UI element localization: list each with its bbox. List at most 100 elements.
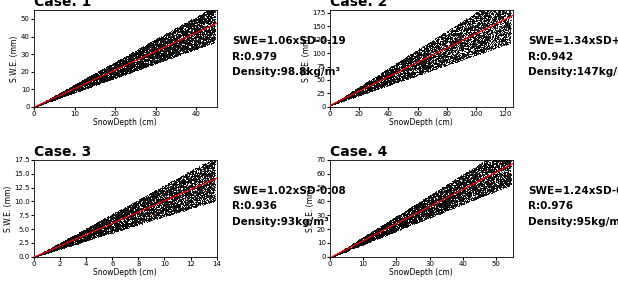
Point [425, 67, 435, 72]
Point [408, 72, 418, 77]
Point [387, 226, 397, 231]
Point [384, 73, 394, 78]
Point [441, 206, 451, 211]
Point [192, 38, 202, 43]
Point [389, 66, 399, 71]
Point [143, 61, 153, 66]
Point [103, 226, 112, 230]
Point [87, 224, 96, 229]
Point [410, 213, 420, 218]
Point [72, 82, 82, 86]
Point [433, 37, 443, 42]
Point [501, 160, 511, 165]
Point [124, 215, 133, 219]
Point [383, 76, 393, 81]
Point [447, 205, 457, 210]
Point [152, 38, 162, 42]
Point [459, 189, 469, 193]
Point [157, 187, 167, 192]
Point [204, 14, 214, 18]
Point [400, 220, 410, 225]
Point [167, 33, 177, 38]
Point [116, 67, 125, 71]
Point [370, 230, 380, 235]
Point [489, 25, 499, 30]
Point [489, 28, 499, 32]
Point [413, 219, 423, 224]
Point [392, 79, 402, 84]
Point [98, 229, 108, 233]
Point [195, 182, 205, 186]
Point [363, 234, 373, 239]
Point [195, 185, 205, 190]
Point [154, 210, 164, 214]
Point [417, 218, 426, 222]
Point [374, 229, 384, 233]
Point [174, 25, 184, 30]
Point [425, 193, 435, 197]
Point [186, 33, 196, 38]
Point [439, 40, 449, 44]
Point [174, 37, 184, 41]
Point [390, 70, 400, 75]
Point [448, 194, 458, 199]
Point [197, 17, 206, 21]
Point [110, 227, 120, 231]
Point [72, 234, 82, 238]
Point [192, 35, 201, 39]
Point [160, 209, 170, 214]
Point [51, 97, 61, 101]
Point [87, 229, 97, 233]
Point [67, 91, 77, 96]
Point [96, 229, 106, 233]
Point [418, 44, 428, 49]
Point [363, 85, 373, 90]
Point [436, 204, 446, 209]
Point [478, 182, 488, 186]
Point [415, 62, 425, 67]
Point [187, 175, 197, 180]
Point [60, 240, 70, 245]
Point [114, 226, 124, 231]
Point [158, 35, 168, 39]
Point [499, 35, 509, 39]
Point [182, 191, 192, 196]
Point [143, 199, 153, 204]
Point [150, 188, 159, 193]
Point [400, 76, 410, 80]
Point [459, 187, 468, 192]
Point [203, 19, 213, 23]
Point [160, 192, 170, 197]
Point [386, 71, 396, 76]
Point [198, 14, 208, 19]
Point [65, 92, 75, 96]
Point [488, 30, 497, 34]
Point [345, 247, 355, 251]
Point [80, 77, 90, 82]
Point [483, 163, 493, 168]
Point [93, 76, 103, 81]
Point [182, 192, 192, 196]
Point [149, 60, 159, 65]
Point [126, 206, 136, 210]
Point [55, 90, 65, 95]
Point [361, 89, 371, 94]
Point [498, 21, 508, 25]
Point [150, 206, 160, 211]
Point [163, 202, 172, 207]
Point [160, 57, 170, 61]
Point [378, 229, 387, 233]
Point [472, 177, 482, 182]
Point [171, 189, 181, 194]
Point [391, 74, 400, 79]
Point [504, 171, 514, 175]
Point [172, 196, 182, 201]
Point [88, 77, 98, 82]
Point [377, 227, 387, 232]
Point [171, 49, 181, 53]
Point [205, 22, 215, 27]
Point [368, 85, 378, 89]
Point [455, 44, 465, 49]
Point [93, 233, 103, 237]
Point [492, 160, 502, 164]
